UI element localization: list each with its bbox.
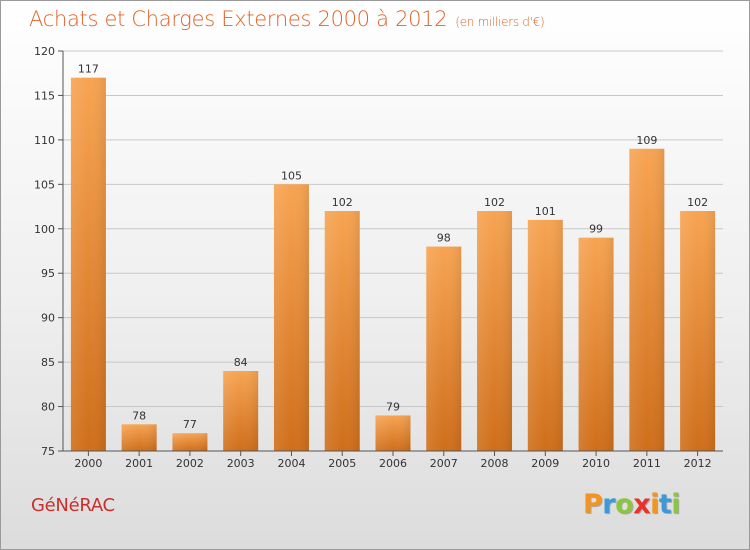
y-tick-label: 110	[34, 134, 55, 147]
bar-sheen-2009	[527, 219, 563, 451]
x-tick-label: 2003	[227, 457, 255, 470]
y-tick-label: 95	[41, 267, 55, 280]
chart-title-text: Achats et Charges Externes 2000 à 2012	[29, 7, 448, 31]
bar-sheen-2004	[273, 184, 309, 452]
y-tick-label: 75	[41, 445, 55, 458]
data-label-2003: 84	[234, 356, 248, 369]
data-label-2010: 99	[589, 223, 603, 236]
x-tick-label: 2009	[531, 457, 559, 470]
x-tick-label: 2011	[633, 457, 661, 470]
data-label-2007: 98	[437, 232, 451, 245]
y-tick-label: 100	[34, 223, 55, 236]
bar-sheen-2011	[629, 148, 665, 451]
x-tick-label: 2010	[582, 457, 610, 470]
x-tick-label: 2007	[430, 457, 458, 470]
axis-layer: 75 80 85 90 95 100 105 110 115 120 2000 2001 2002 200…	[34, 45, 723, 470]
bar-layer	[70, 77, 716, 452]
x-tick-label: 2005	[328, 457, 356, 470]
data-label-2009: 101	[535, 205, 556, 218]
logo-letter: i	[650, 489, 659, 520]
y-tick-label: 120	[34, 45, 55, 58]
bar-sheen-2010	[578, 237, 614, 451]
bar-sheen-2012	[680, 211, 716, 451]
bar-sheen-2002	[172, 433, 208, 451]
x-tick-label: 2006	[379, 457, 407, 470]
data-label-2000: 117	[78, 63, 99, 76]
chart-title: Achats et Charges Externes 2000 à 2012 (e…	[29, 7, 545, 31]
logo-letter: o	[615, 489, 634, 520]
x-tick-label: 2012	[684, 457, 712, 470]
grid-layer	[63, 50, 723, 452]
label-layer: 117 78 77 84 105 102 79 98 102 101 99 109 102	[78, 63, 708, 432]
logo-letter: x	[633, 489, 651, 520]
commune-name: GéNéRAC	[31, 495, 115, 516]
y-tick-label: 90	[41, 312, 55, 325]
x-tick-label: 2002	[176, 457, 204, 470]
data-label-2012: 102	[687, 196, 708, 209]
x-tick-label: 2008	[481, 457, 509, 470]
bar-sheen-2005	[324, 211, 360, 451]
bar-sheen-2000	[70, 77, 106, 452]
x-tick-label: 2004	[277, 457, 305, 470]
bar-sheen-2006	[375, 415, 411, 451]
data-label-2002: 77	[183, 418, 197, 431]
bar-sheen-2003	[223, 371, 259, 451]
logo-letter: r	[602, 489, 616, 520]
y-tick-label: 105	[34, 178, 55, 191]
y-tick-label: 85	[41, 356, 55, 369]
bar-sheen-2007	[426, 246, 462, 451]
bar-chart: 117 78 77 84 105 102 79 98 102 101 99 109 102 75 80 85…	[34, 45, 723, 470]
logo-letter: i	[671, 489, 681, 520]
data-label-2011: 109	[636, 134, 657, 147]
bar-sheen-2008	[477, 211, 513, 451]
logo-letter: P	[583, 489, 603, 520]
logo-letter: t	[658, 489, 672, 520]
y-tick-label: 80	[41, 401, 55, 414]
x-tick-label: 2000	[74, 457, 102, 470]
y-tick-label: 115	[34, 89, 55, 102]
x-tick-label: 2001	[125, 457, 153, 470]
proxiti-logo: Proxiti	[583, 489, 681, 520]
data-label-2008: 102	[484, 196, 505, 209]
data-label-2006: 79	[386, 400, 400, 413]
data-label-2004: 105	[281, 169, 302, 182]
data-label-2001: 78	[132, 409, 146, 422]
data-label-2005: 102	[332, 196, 353, 209]
chart-subtitle: (en milliers d'€)	[455, 15, 545, 29]
bar-sheen-2001	[121, 424, 157, 451]
